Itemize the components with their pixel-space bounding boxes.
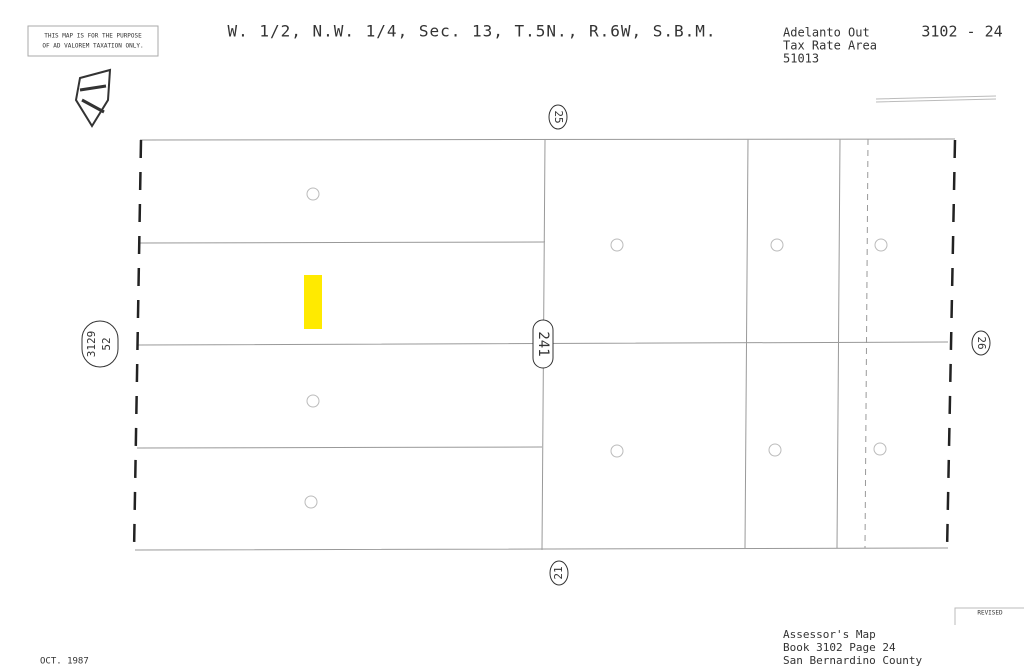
parcel-circles	[304, 187, 888, 509]
area-label: Adelanto Out	[783, 26, 870, 40]
parcel-number	[306, 187, 320, 201]
map-title: W. 1/2, N.W. 1/4, Sec. 13, T.5N., R.6W, …	[227, 22, 716, 41]
easement-line	[864, 138, 869, 549]
disclaimer: OF AD VALOREM TAXATION ONLY.	[42, 43, 143, 50]
revision-box	[954, 607, 1024, 625]
disclaimer-box	[27, 25, 159, 57]
road-label-circle	[971, 330, 991, 356]
parcel-number	[610, 238, 624, 252]
parcel-number	[306, 394, 320, 408]
caption: Book 3102 Page 24	[783, 641, 896, 654]
revised: REVISED	[977, 610, 1003, 617]
highlighted-parcel	[304, 275, 322, 329]
date: OCT. 1987	[40, 657, 89, 667]
north-arrow	[875, 95, 997, 103]
caption: San Bernardino County	[783, 654, 922, 667]
caption: Assessor's Map	[783, 628, 876, 641]
road-label: 52	[100, 337, 113, 350]
road-label-circle	[532, 319, 554, 369]
boundary-east	[945, 139, 957, 553]
road-label-circle	[548, 104, 568, 130]
road-label: 26	[975, 336, 988, 349]
parcel-number	[874, 238, 888, 252]
area-label: Tax Rate Area	[783, 39, 877, 53]
road-label: 241	[535, 331, 551, 356]
parcel-number	[873, 442, 887, 456]
road-label: 3129	[85, 331, 98, 358]
parcel-number	[304, 495, 318, 509]
road-label-circle	[549, 560, 569, 586]
road-label: 21	[552, 566, 565, 579]
parcel-number	[768, 443, 782, 457]
boundary-west	[132, 139, 143, 553]
county-seal	[74, 68, 112, 128]
road-label-circle	[81, 320, 119, 368]
area-label: 51013	[783, 52, 819, 66]
parcel-number	[610, 444, 624, 458]
road-label: 25	[552, 110, 565, 123]
parcel-number	[770, 238, 784, 252]
county-seal-detail	[79, 84, 107, 114]
disclaimer: THIS MAP IS FOR THE PURPOSE	[44, 33, 142, 40]
map-number: 3102 - 24	[921, 23, 1002, 41]
